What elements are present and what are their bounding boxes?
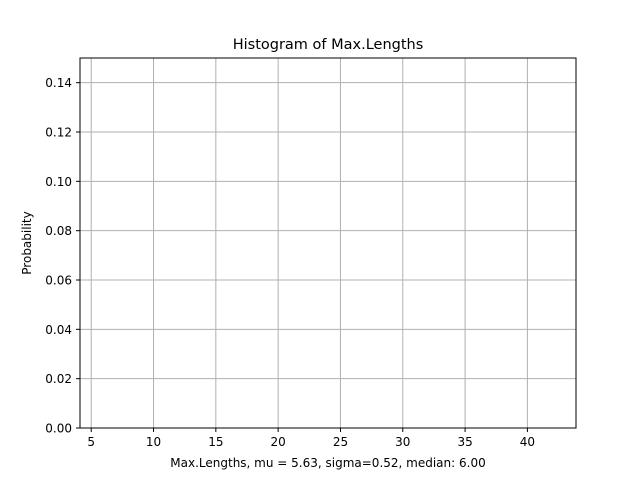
x-tick-label: 25 (333, 435, 348, 449)
x-tick-label: 5 (87, 435, 95, 449)
y-tick-label: 0.02 (45, 372, 72, 386)
y-tick-label: 0.00 (45, 422, 72, 436)
x-tick-label: 15 (208, 435, 223, 449)
y-axis-label: Probability (20, 211, 34, 274)
grid-lines (80, 58, 576, 429)
x-tick-label: 40 (520, 435, 535, 449)
x-axis-label: Max.Lengths, mu = 5.63, sigma=0.52, medi… (170, 456, 485, 470)
x-tick-label: 30 (395, 435, 410, 449)
x-tick-label: 35 (457, 435, 472, 449)
y-tick-label: 0.14 (45, 76, 72, 90)
y-tick-label: 0.08 (45, 224, 72, 238)
y-tick-label: 0.06 (45, 274, 72, 288)
x-tick-label: 20 (271, 435, 286, 449)
y-axis-ticks: 0.00 0.02 0.04 0.06 0.08 0.10 0.12 0.14 (45, 76, 80, 436)
chart-title: Histogram of Max.Lengths (233, 37, 424, 53)
y-tick-label: 0.12 (45, 126, 72, 140)
y-tick-label: 0.04 (45, 323, 72, 337)
y-tick-label: 0.10 (45, 175, 72, 189)
x-tick-label: 10 (146, 435, 161, 449)
x-axis-ticks: 5 10 15 20 25 30 35 40 (87, 428, 535, 449)
plot-area-frame (79, 57, 577, 429)
